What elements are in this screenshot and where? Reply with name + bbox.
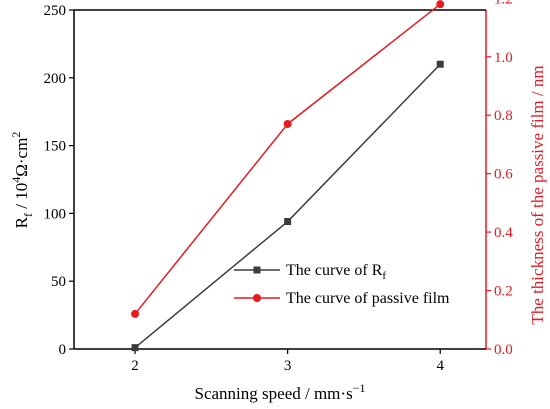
left-y-title-sup: 4	[9, 177, 23, 183]
legend: The curve of Rf The curve of passive fil…	[234, 262, 450, 307]
x-axis-title-text: Scanning speed / mm·s	[195, 384, 353, 403]
left-y-tick-label: 250	[44, 3, 67, 19]
right-y-tick-label: 0.0	[494, 342, 513, 358]
left-y-tick-label: 200	[44, 71, 67, 87]
data-point-passive-film	[436, 0, 445, 9]
right-y-tick-label: 0.6	[494, 167, 513, 183]
right-y-axis-title: The thickness of the passive film / nm	[528, 65, 547, 324]
right-y-tick-label: 1.2	[494, 0, 513, 7]
left-y-tick-label: 0	[59, 342, 67, 358]
data-point-rf	[284, 218, 292, 226]
left-y-tick-label: 150	[44, 139, 67, 155]
right-y-tick-label: 0.4	[494, 225, 513, 241]
left-y-title-sup2: 2	[9, 132, 23, 138]
data-point-rf	[131, 344, 139, 352]
right-y-ticks: 0.0 0.2 0.4 0.6 0.8 1.0 1.2	[486, 0, 513, 358]
right-y-tick-label: 1.0	[494, 50, 513, 66]
left-y-title-unit: Ω·cm	[12, 138, 31, 177]
legend-rf-sub: f	[382, 270, 386, 282]
left-y-axis-title: Rf / 104Ω·cm2	[9, 132, 35, 229]
left-y-tick-label: 50	[51, 274, 66, 290]
right-y-tick-label: 0.2	[494, 284, 513, 300]
left-y-tick-label: 100	[44, 206, 67, 222]
data-point-rf	[436, 60, 444, 68]
x-ticks: 2 3 4	[131, 349, 444, 374]
left-y-title-rest: / 10	[12, 183, 31, 213]
x-axis-title-sup: −1	[353, 381, 366, 395]
x-axis-title: Scanning speed / mm·s−1	[195, 381, 366, 403]
right-y-tick-label: 0.8	[494, 108, 513, 124]
legend-label-passive: The curve of passive film	[286, 290, 450, 307]
x-tick-label: 4	[436, 358, 444, 374]
legend-marker-square	[253, 266, 261, 274]
series-layer	[131, 0, 445, 352]
x-tick-label: 2	[131, 358, 139, 374]
legend-marker-circle	[253, 294, 261, 302]
left-y-ticks: 0 50 100 150 200 250	[44, 3, 74, 358]
data-point-passive-film	[131, 309, 140, 318]
legend-label-rf: The curve of Rf	[286, 262, 386, 282]
plot-area	[73, 9, 487, 350]
left-y-title-main: R	[12, 216, 31, 228]
left-y-title-sub: f	[21, 213, 35, 217]
legend-rf-main: The curve of R	[286, 262, 383, 279]
data-point-passive-film	[283, 119, 292, 128]
x-tick-label: 3	[284, 358, 292, 374]
